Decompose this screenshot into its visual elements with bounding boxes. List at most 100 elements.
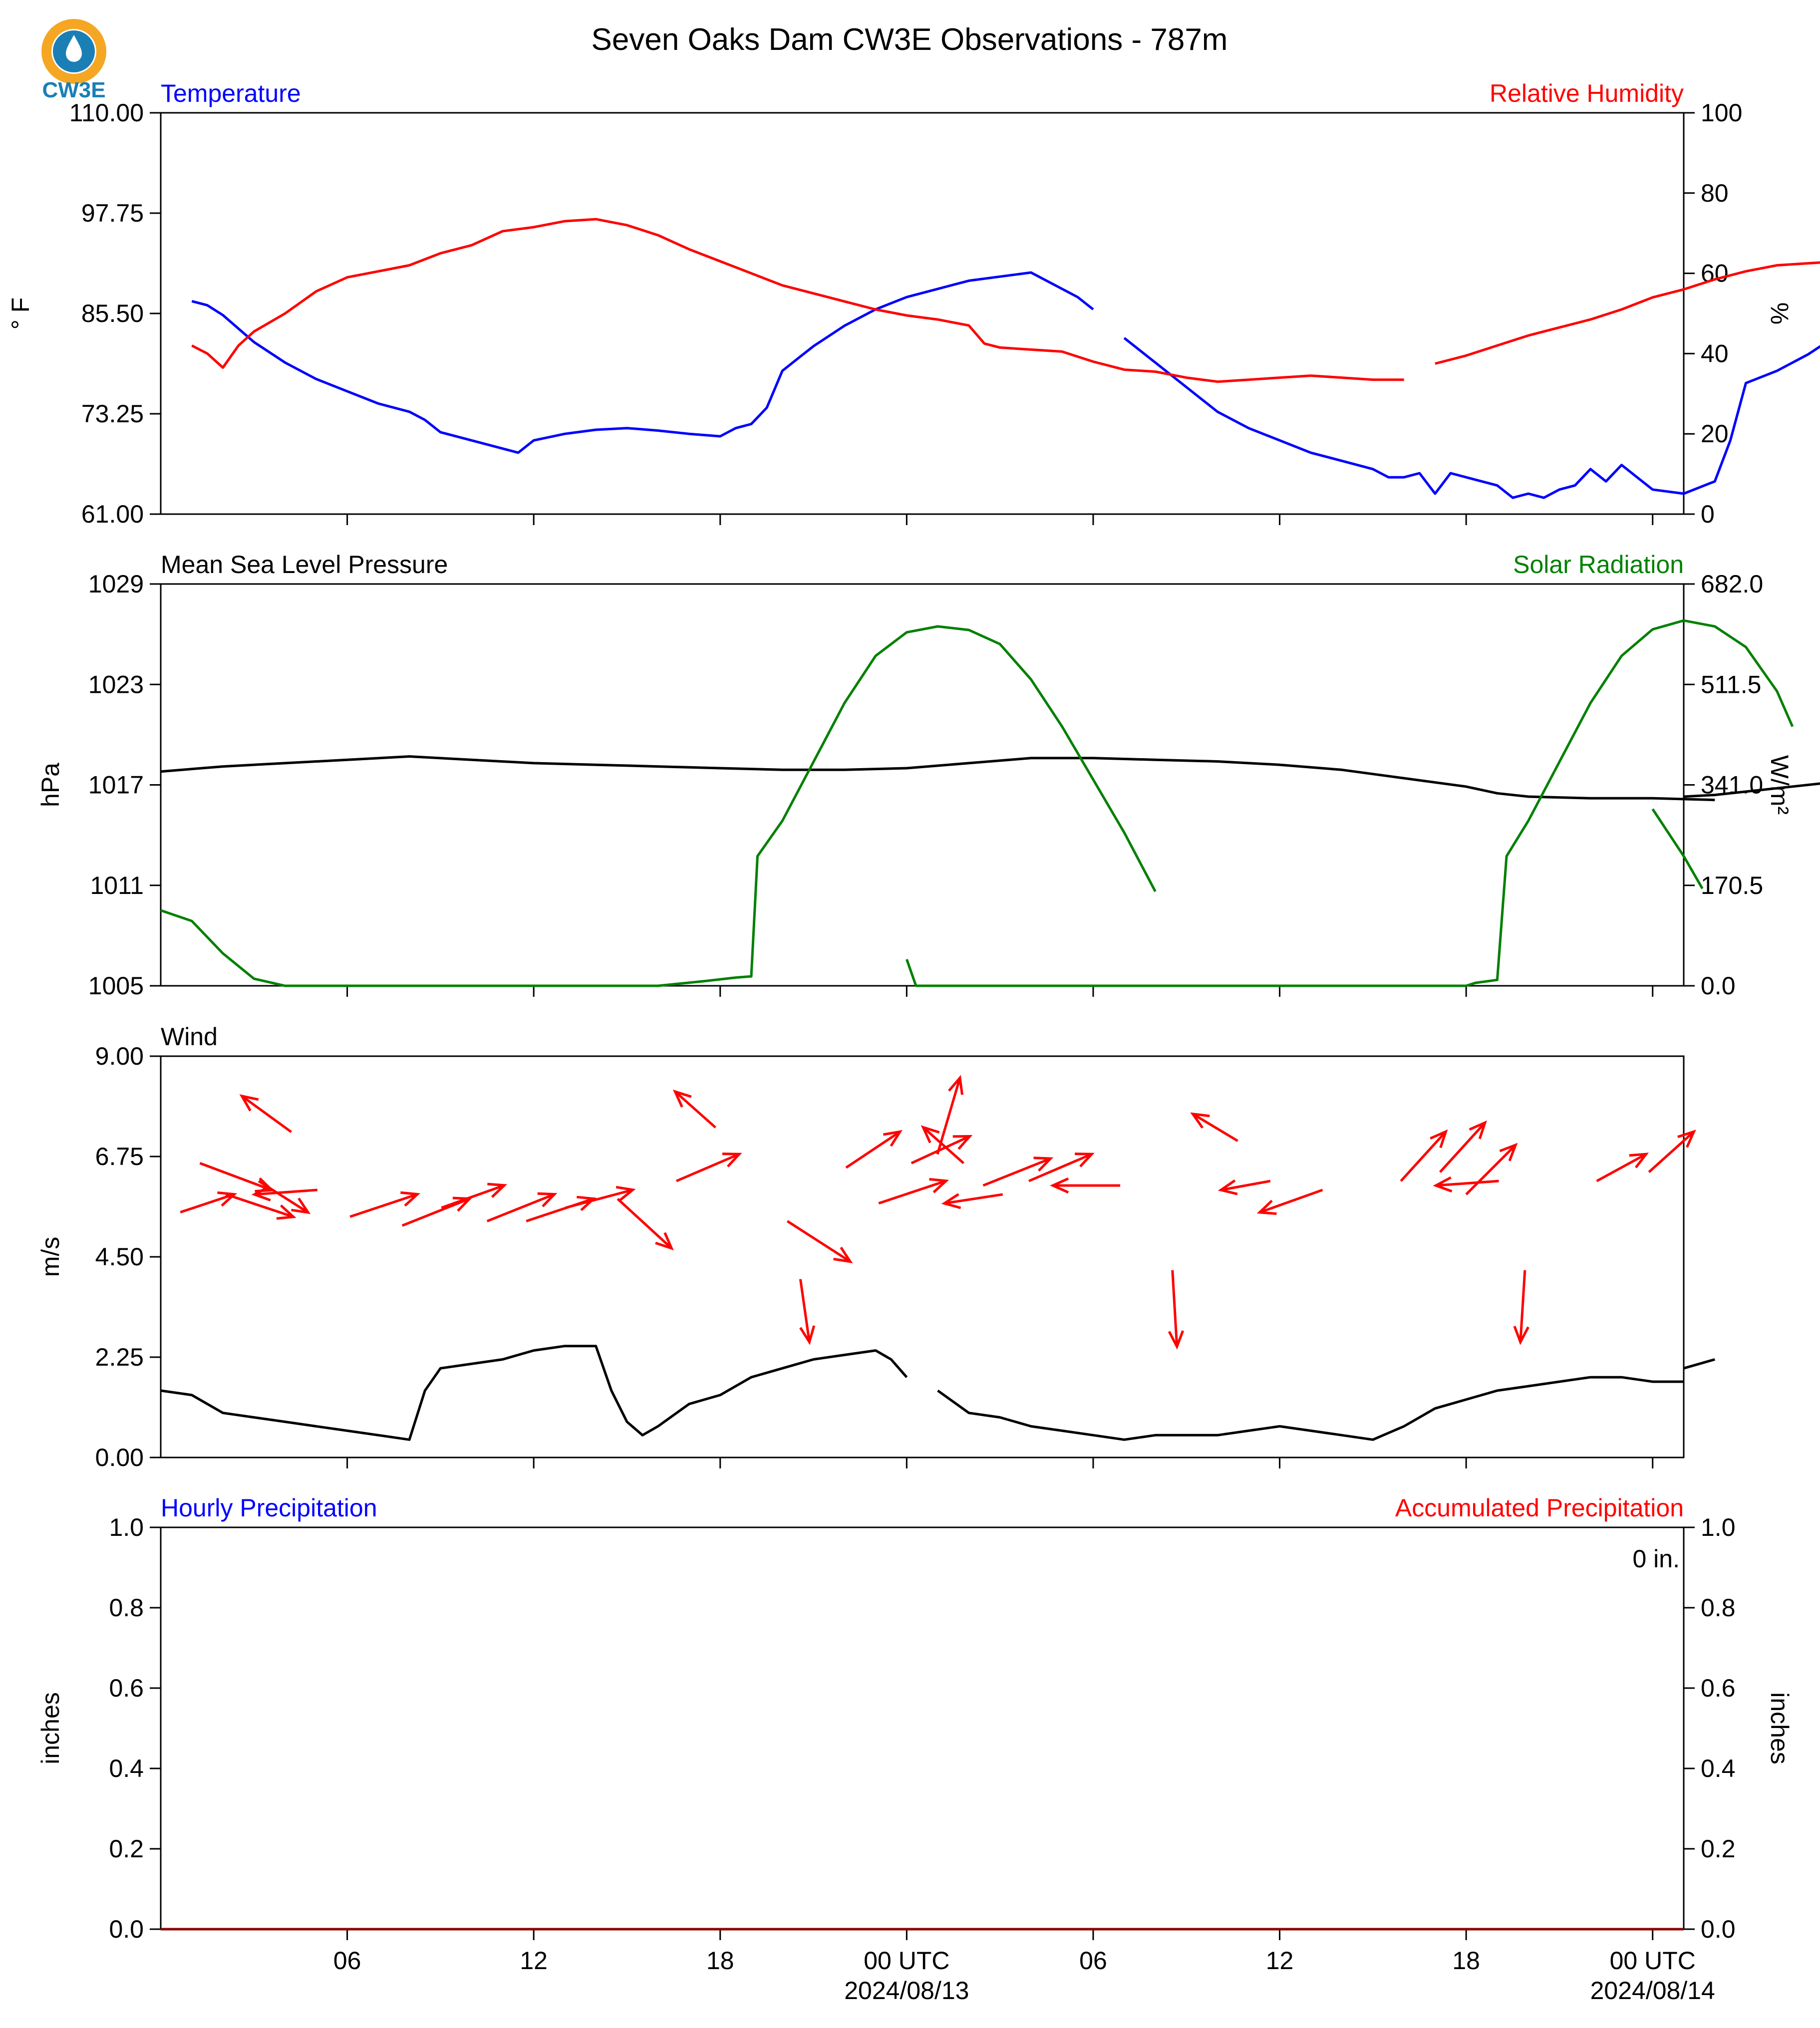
x-tick-date: 2024/08/13 bbox=[844, 1977, 969, 2005]
x-tick-label: 00 UTC bbox=[1610, 1947, 1696, 1975]
panel-2: 100510111017102310290.0170.5341.0511.568… bbox=[36, 551, 1820, 1000]
series-line bbox=[191, 218, 1404, 383]
y-tick-label-left: 2.25 bbox=[95, 1343, 144, 1371]
wind-arrow bbox=[1596, 1153, 1649, 1182]
series-line bbox=[160, 755, 1715, 802]
y-tick-label-left: 85.50 bbox=[81, 299, 144, 327]
y-axis-label-left: hPa bbox=[36, 763, 64, 807]
series-line bbox=[1123, 337, 1820, 499]
wind-arrow bbox=[616, 1198, 674, 1251]
y-tick-label-left: 1029 bbox=[88, 570, 144, 598]
y-tick-label-left: 61.00 bbox=[81, 500, 144, 528]
y-axis-label-left: inches bbox=[36, 1692, 64, 1764]
y-tick-label-left: 0.0 bbox=[109, 1915, 144, 1943]
x-tick-date: 2024/08/14 bbox=[1590, 1977, 1715, 2005]
y-tick-label-left: 1005 bbox=[88, 972, 144, 1000]
wind-arrow bbox=[1439, 1120, 1487, 1173]
y-tick-label-right: 0.0 bbox=[1701, 1915, 1736, 1943]
y-axis-label-right: inches bbox=[1766, 1692, 1794, 1764]
panel-title-left: Temperature bbox=[161, 79, 301, 107]
x-tick-label: 18 bbox=[1452, 1947, 1480, 1975]
wind-arrow bbox=[845, 1130, 903, 1169]
series-line bbox=[191, 271, 1094, 454]
water-drop-icon bbox=[66, 35, 82, 62]
wind-arrow bbox=[1049, 1177, 1121, 1194]
wind-arrow bbox=[1513, 1270, 1529, 1345]
wind-arrow bbox=[349, 1191, 421, 1218]
y-tick-label-right: 0.0 bbox=[1701, 972, 1736, 1000]
y-tick-label-left: 9.00 bbox=[95, 1042, 144, 1070]
panel-title-right: Solar Radiation bbox=[1513, 551, 1684, 579]
y-tick-label-left: 1.0 bbox=[109, 1513, 144, 1541]
y-tick-label-right: 80 bbox=[1701, 179, 1729, 207]
series-line bbox=[160, 625, 1157, 987]
wind-arrow bbox=[1433, 1176, 1499, 1193]
wind-arrow bbox=[565, 1185, 636, 1209]
panel-1: 61.0073.2585.5097.75110.00020406080100° … bbox=[6, 79, 1820, 528]
x-tick-label: 06 bbox=[333, 1947, 361, 1975]
chart-title: Seven Oaks Dam CW3E Observations - 787m bbox=[592, 22, 1228, 57]
panel-3: 0.00 2.25 4.50 6.75 9.00 m/s Wind bbox=[36, 1023, 1715, 1471]
series-line bbox=[906, 619, 1794, 987]
y-tick-label-right: 1.0 bbox=[1701, 1513, 1736, 1541]
wind-arrow bbox=[878, 1177, 949, 1205]
x-tick-label: 12 bbox=[520, 1947, 548, 1975]
wind-arrow bbox=[910, 1135, 973, 1164]
wind-arrow bbox=[1217, 1179, 1271, 1195]
y-tick-label-right: 0.2 bbox=[1701, 1835, 1736, 1863]
wind-arrows bbox=[180, 1075, 1696, 1350]
wind-arrow bbox=[982, 1157, 1054, 1187]
series-line bbox=[937, 1376, 1684, 1441]
wind-arrow bbox=[1168, 1270, 1185, 1350]
accumulated-total-label: 0 in. bbox=[1632, 1545, 1680, 1573]
panel-frame bbox=[160, 112, 1685, 515]
y-tick-label-right: 0.8 bbox=[1701, 1594, 1736, 1622]
wind-arrow bbox=[799, 1279, 816, 1345]
y-tick-label-left: 6.75 bbox=[95, 1143, 144, 1170]
logo-ring bbox=[41, 19, 106, 84]
panel-title-left: Wind bbox=[161, 1023, 218, 1051]
x-tick-label: 12 bbox=[1266, 1947, 1294, 1975]
series-line bbox=[1651, 808, 1704, 889]
x-tick-label: 18 bbox=[706, 1947, 734, 1975]
y-tick-label-left: 1011 bbox=[90, 871, 144, 899]
wind-arrow bbox=[486, 1192, 558, 1222]
y-tick-label-left: 0.6 bbox=[109, 1674, 144, 1702]
y-tick-label-right: 170.5 bbox=[1701, 871, 1763, 899]
panels: 61.0073.2585.5097.75110.00020406080100° … bbox=[6, 79, 1820, 2005]
wind-arrow bbox=[441, 1182, 508, 1209]
y-tick-label-left: 0.2 bbox=[109, 1835, 144, 1863]
y-tick-label-left: 110.00 bbox=[69, 99, 144, 127]
series-line bbox=[1683, 782, 1820, 798]
y-tick-label-right: 682.0 bbox=[1701, 570, 1763, 598]
series-line bbox=[1683, 1358, 1715, 1370]
x-tick-label: 06 bbox=[1079, 1947, 1107, 1975]
wind-arrow bbox=[180, 1191, 238, 1214]
wind-arrow bbox=[1465, 1143, 1518, 1195]
y-tick-label-left: 73.25 bbox=[81, 400, 144, 428]
y-tick-label-left: 0.4 bbox=[109, 1754, 144, 1782]
wind-arrow bbox=[199, 1162, 275, 1192]
y-tick-label-left: 4.50 bbox=[95, 1243, 144, 1271]
y-axis-label-left: ° F bbox=[6, 297, 34, 329]
panel-title-right: Accumulated Precipitation bbox=[1395, 1494, 1684, 1522]
panel-frame bbox=[160, 1526, 1685, 1930]
y-tick-label-right: 100 bbox=[1701, 99, 1742, 127]
series-line bbox=[1435, 261, 1820, 365]
panel-title-left: Mean Sea Level Pressure bbox=[161, 551, 448, 579]
wind-arrow bbox=[941, 1193, 1003, 1209]
wind-arrow bbox=[1400, 1129, 1448, 1182]
y-tick-label-right: 40 bbox=[1701, 339, 1729, 367]
y-tick-label-right: 20 bbox=[1701, 420, 1729, 448]
panel-title-right: Relative Humidity bbox=[1490, 79, 1684, 107]
y-axis-label-left: m/s bbox=[36, 1237, 64, 1277]
y-tick-label-left: 1023 bbox=[88, 670, 144, 698]
wind-arrow bbox=[239, 1094, 292, 1133]
wind-arrow bbox=[258, 1180, 311, 1214]
wind-arrow bbox=[936, 1075, 964, 1155]
y-axis-label-right: W/m² bbox=[1766, 755, 1794, 815]
wind-arrow bbox=[251, 1185, 317, 1201]
wind-arrow bbox=[1648, 1130, 1696, 1173]
